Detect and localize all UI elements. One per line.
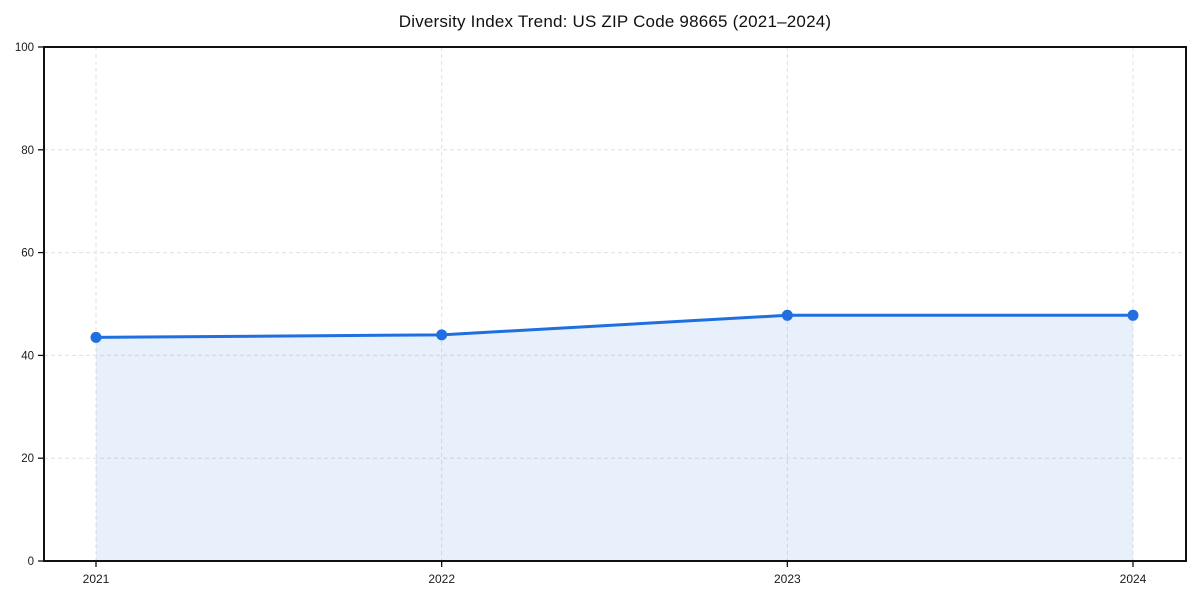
chart-title: Diversity Index Trend: US ZIP Code 98665…: [398, 12, 832, 31]
y-tick-label: 0: [28, 556, 34, 568]
y-tick-label: 20: [21, 453, 34, 465]
x-tick-label: 2024: [1120, 572, 1147, 586]
y-tick-label: 40: [21, 350, 34, 362]
area-fill: [96, 315, 1133, 561]
data-points: [90, 309, 1139, 343]
x-tick-label: 2023: [774, 572, 801, 586]
y-tick-label: 60: [21, 248, 34, 260]
data-point: [781, 309, 793, 321]
data-point: [90, 331, 102, 343]
y-tick-label: 80: [21, 145, 34, 157]
axis-tick-labels: 0 20 40 60 80 100 2021 2022 2023 2024: [15, 42, 1147, 586]
plot-border: [43, 46, 1187, 562]
data-point: [1127, 309, 1139, 321]
x-tick-label: 2022: [428, 572, 455, 586]
data-point: [436, 329, 448, 341]
axis-ticks: [38, 46, 1134, 567]
trend-line: [94, 313, 1135, 339]
y-tick-label: 100: [15, 42, 34, 54]
x-tick-label: 2021: [83, 572, 110, 586]
